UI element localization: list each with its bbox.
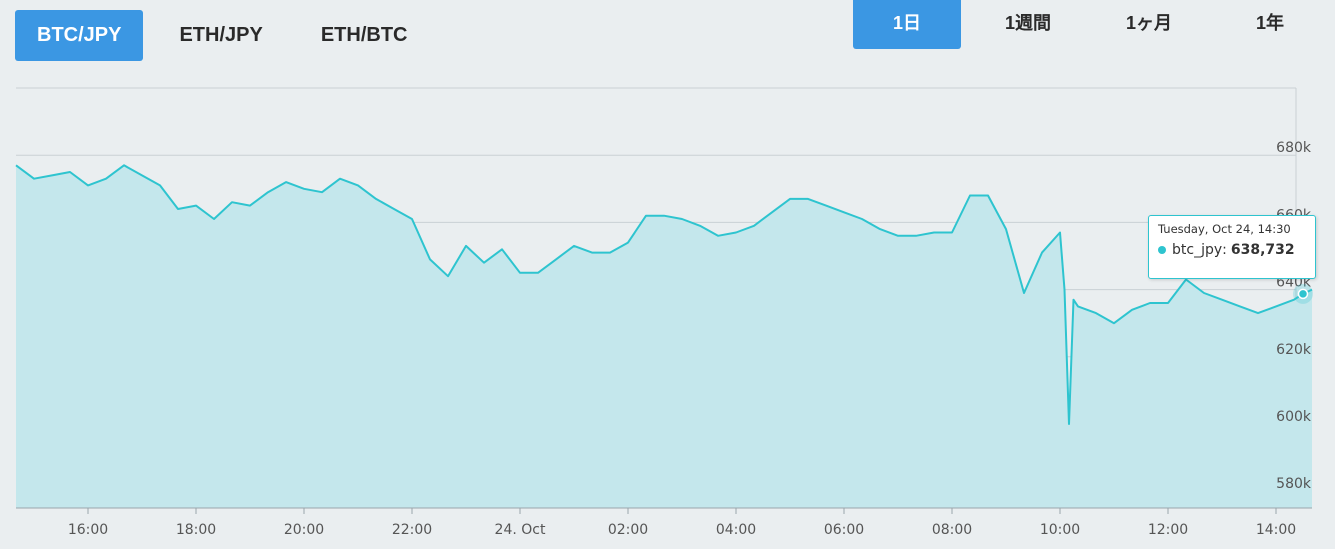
x-tick-label: 10:00 bbox=[1040, 522, 1080, 538]
tooltip-value: 638,732 bbox=[1230, 242, 1295, 258]
tab-range-1week[interactable]: 1週間 bbox=[1004, 13, 1051, 33]
tab-range-1year[interactable]: 1年 bbox=[1255, 13, 1284, 33]
series-area-btc-jpy bbox=[16, 165, 1312, 509]
hover-point bbox=[1297, 288, 1309, 300]
x-tick-label: 14:00 bbox=[1256, 522, 1296, 538]
x-tick-label: 08:00 bbox=[932, 522, 972, 538]
x-tick-label: 22:00 bbox=[392, 522, 432, 538]
x-tick-label: 20:00 bbox=[284, 522, 324, 538]
x-tick-label: 06:00 bbox=[824, 522, 864, 538]
tab-range-1month[interactable]: 1ヶ月 bbox=[1125, 13, 1172, 33]
x-axis: 16:00 18:00 20:00 22:00 24. Oct 02:00 04:00 06:… bbox=[16, 507, 1312, 538]
hover-marker bbox=[1293, 283, 1313, 304]
chart-tooltip: Tuesday, Oct 24, 14:30 btc_jpy: 638,732 bbox=[1148, 215, 1316, 279]
y-tick-label: 620k bbox=[1276, 342, 1312, 358]
x-tick-label: 04:00 bbox=[716, 522, 756, 538]
range-tabs: 1日 1週間 1ヶ月 1年 bbox=[853, 0, 1335, 49]
series-dot-icon bbox=[1158, 246, 1166, 254]
tab-eth-btc[interactable]: ETH/BTC bbox=[320, 24, 408, 46]
tooltip-series-name: btc_jpy bbox=[1172, 242, 1223, 258]
y-tick-label: 680k bbox=[1276, 140, 1312, 156]
x-tick-label: 16:00 bbox=[68, 522, 108, 538]
x-tick-label: 18:00 bbox=[176, 522, 216, 538]
series-line-btc-jpy bbox=[15, 164, 1313, 425]
x-tick-label: 02:00 bbox=[608, 522, 648, 538]
tab-range-1day[interactable]: 1日 bbox=[853, 0, 961, 49]
tab-btc-jpy[interactable]: BTC/JPY bbox=[15, 10, 144, 61]
tooltip-row: btc_jpy: 638,732 bbox=[1158, 242, 1315, 258]
y-tick-label: 600k bbox=[1276, 409, 1312, 425]
tooltip-date: Tuesday, Oct 24, 14:30 bbox=[1158, 222, 1291, 236]
x-tick-label: 24. Oct bbox=[495, 522, 546, 538]
y-tick-label: 580k bbox=[1276, 476, 1312, 492]
tab-eth-jpy[interactable]: ETH/JPY bbox=[179, 24, 263, 46]
pair-tabs: BTC/JPY ETH/JPY ETH/BTC bbox=[15, 10, 444, 61]
x-tick-label: 12:00 bbox=[1148, 522, 1188, 538]
